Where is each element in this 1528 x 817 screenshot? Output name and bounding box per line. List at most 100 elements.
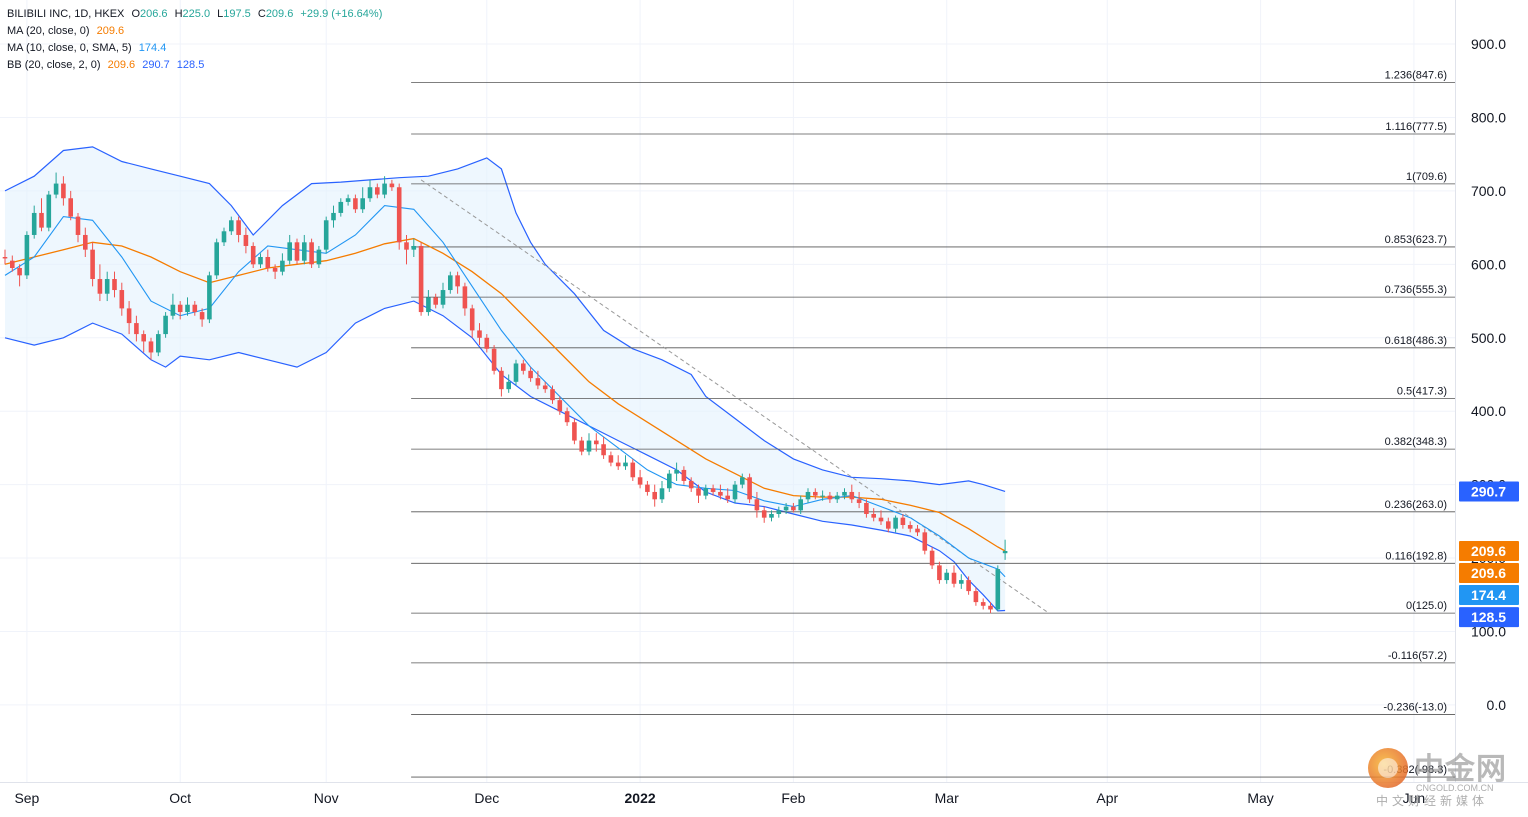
chart-legend: BILIBILI INC, 1D, HKEX O206.6 H225.0 L19… [7,6,382,74]
ma10-line [4,205,1006,578]
candle-body [75,216,81,235]
candle [10,255,15,272]
candle [791,502,796,513]
candle-body [112,279,117,291]
candle-body [615,462,621,467]
candle-body [250,245,256,265]
close-key: C [257,8,266,20]
candle-body [579,440,584,452]
bb-upper-value: 290.7 [142,59,170,71]
price-tick-label: 0.0 [1487,697,1507,713]
candle-body [594,440,599,445]
legend-row-ma20: MA (20, close, 0) 209.6 [7,23,382,40]
candle [316,245,322,269]
candle-body [718,491,723,496]
candle [462,282,468,316]
price-tag-bg [1459,540,1519,561]
candle [864,499,869,518]
price-tag: 209.6 [1459,563,1519,584]
open-key: O [131,8,140,20]
candle-body [83,234,88,250]
price-tag-label: 290.7 [1471,483,1506,499]
candle-body [302,242,307,261]
candle-body [623,462,628,467]
candle [156,330,161,357]
candle-body [389,183,395,188]
price-tick-label: 800.0 [1471,109,1506,125]
candle [97,264,103,302]
candle [886,517,891,533]
candle [31,205,37,239]
candle-body [2,256,8,259]
candle-body [469,308,475,331]
candle-body [769,513,774,518]
candle-body [294,242,300,261]
candle-body [192,304,198,313]
time-tick-label: Oct [169,790,191,806]
price-axis[interactable]: 900.0800.0700.0600.0500.0400.0300.0200.0… [1455,0,1528,782]
trend-line[interactable] [420,179,1050,614]
candle-body [886,521,891,529]
candle-body [827,495,833,500]
candle [900,513,906,529]
candle [104,271,110,302]
candle [732,480,738,503]
candle-body [798,499,803,511]
candle [345,194,351,206]
candle-body [68,198,73,217]
candle [207,271,212,324]
candle-body [316,249,322,265]
candle [404,234,409,265]
candle-body [338,201,344,213]
candle-body [630,462,636,478]
price-tag-bg [1459,481,1519,502]
candle-body [937,565,942,581]
candle-body [243,234,249,246]
candle [440,282,446,309]
candle-body [907,525,913,529]
bb-lower-value: 128.5 [176,59,205,71]
candle-body [681,469,687,481]
fibonacci-levels[interactable]: 1.236(847.6) 1.116(777.5) 1(709.6) 0.853(62… [411,70,1455,778]
candle [506,374,511,393]
candle [2,249,8,265]
candle [871,508,876,522]
candle-body [61,183,66,199]
candle [557,396,563,415]
candle-body [396,187,402,243]
fib-level-label: 0.736(555.3) [1385,284,1447,296]
open-value: 206.6 [140,8,168,20]
bb-upper-line [4,146,1006,492]
price-tags: 290.7 209.6 209.6 174.4 128.5 [1459,481,1519,628]
candle-body [929,550,935,566]
candle [199,308,205,327]
candle-body [134,323,139,335]
price-tick-label: 900.0 [1471,36,1506,52]
candle [382,176,387,199]
candle-body [265,256,271,269]
candle [805,488,811,503]
candle-body [776,510,782,514]
candle [623,455,628,470]
candle [258,253,263,269]
fib-level-label: 0(125.0) [1406,600,1447,612]
price-tick-label: 500.0 [1471,330,1506,346]
ma10-label: MA (10, close, 0, SMA, 5) [7,42,132,54]
candle [856,491,862,509]
candle [39,198,44,232]
candle-body [375,187,380,195]
candle [484,334,490,353]
time-axis[interactable]: Sep Oct Nov Dec 2022 Feb Mar Apr May Jun [0,782,1528,817]
candle [688,477,694,492]
dashed-trend-line [420,179,1050,614]
candle [951,565,957,588]
candle-body [842,491,847,496]
candle [813,488,818,500]
candle-body [499,370,504,390]
candle [959,574,964,589]
candle [24,231,30,280]
candle-body [791,506,796,511]
candle-body [586,440,592,452]
candle-body [542,385,548,390]
